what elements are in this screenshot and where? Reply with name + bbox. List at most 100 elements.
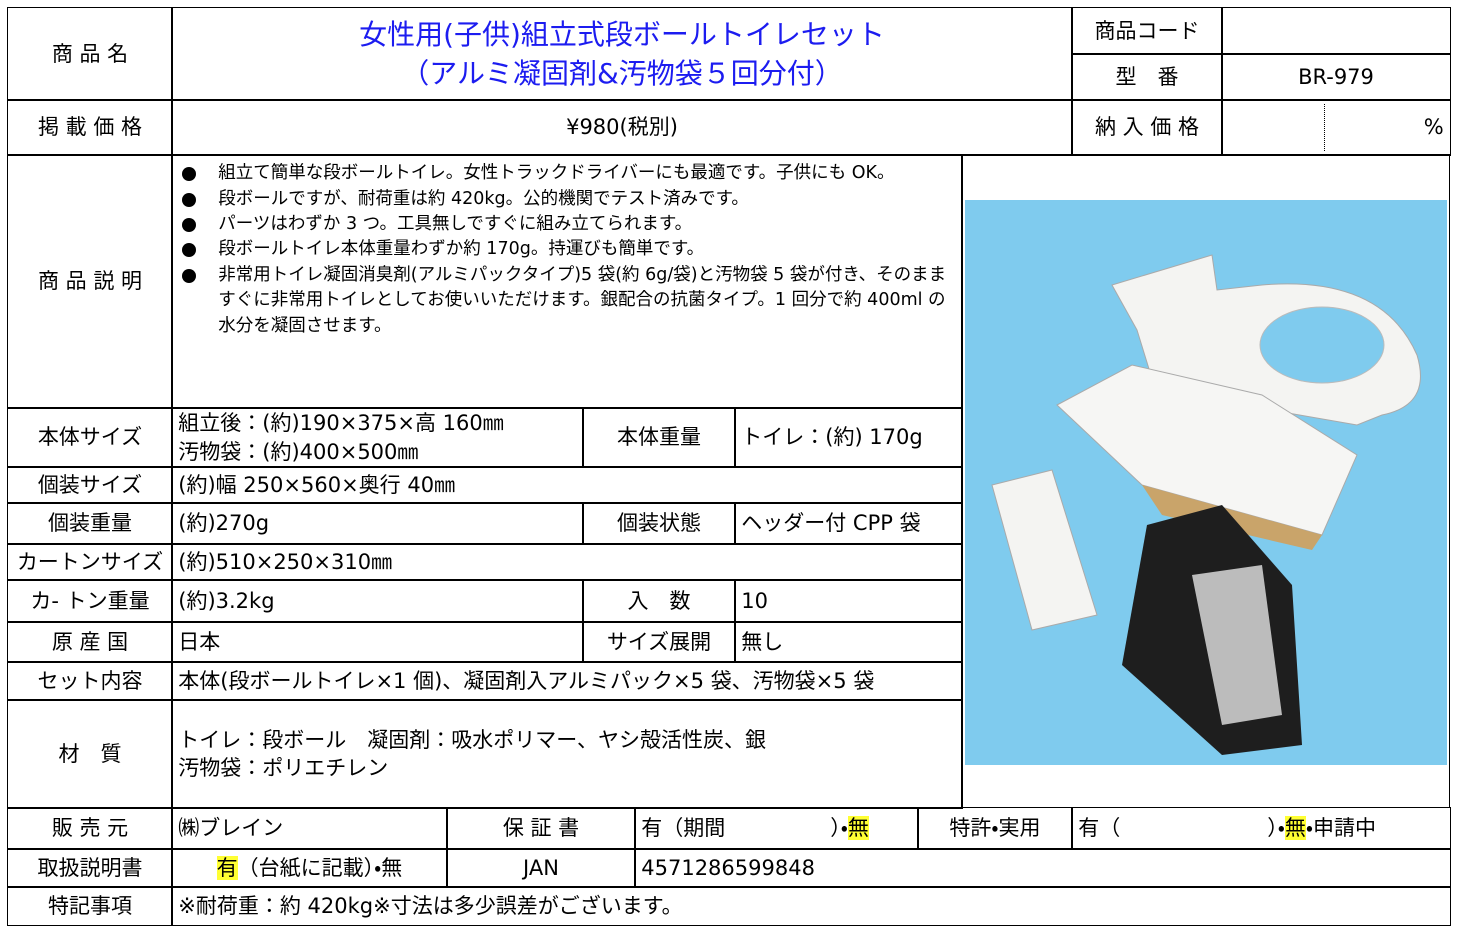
- bullet-row: 段ボールですが、耐荷重は約 420kg。公的機関でテスト済みです。: [180, 187, 749, 212]
- manual: 有（台紙に記載）・無: [171, 848, 448, 888]
- line: ¥980(税別): [566, 113, 678, 141]
- line: カ- トン重量: [30, 587, 149, 615]
- line: 無し: [741, 628, 783, 656]
- text: ・申請中: [1305, 816, 1377, 841]
- line: 特記事項: [48, 892, 132, 920]
- bullet: [182, 218, 197, 232]
- line: 掲 載 価 格: [38, 113, 142, 141]
- text: 型 番: [1115, 64, 1179, 89]
- text: 材 質: [58, 741, 122, 766]
- text: (約)510×250×310㎜: [178, 549, 393, 574]
- material-label: 材 質: [7, 699, 173, 809]
- seller: ㈱ブレイン: [171, 807, 448, 850]
- text: 汚物袋：(約)400×500㎜: [178, 439, 419, 464]
- line: 有（期間 ）・無: [641, 814, 869, 842]
- line: BR-979: [1298, 63, 1374, 91]
- dotted-divider: [1324, 104, 1326, 151]
- text: ヘッダー付 CPP 袋: [741, 511, 921, 536]
- text: 特許・実用: [949, 816, 1041, 841]
- text: 4571286599848: [641, 855, 815, 880]
- text: ¥980(税別): [566, 115, 678, 140]
- text: カートンサイズ: [16, 549, 164, 574]
- text: （アルミ凝固剤&汚物袋５回分付）: [401, 57, 843, 90]
- origin-label: 原 産 国: [7, 621, 173, 663]
- line: 4571286599848: [641, 854, 815, 882]
- line: 本体サイズ: [38, 423, 142, 451]
- line: 本体重量: [617, 423, 701, 451]
- jan: 4571286599848: [634, 848, 1451, 888]
- line: 有（ ）・無・申請中: [1078, 814, 1376, 842]
- line: 販 売 元: [52, 814, 128, 842]
- text: トイレ：(約) 170g: [741, 425, 923, 450]
- delivery-value: %: [1221, 99, 1451, 156]
- line: 型 番: [1116, 63, 1179, 91]
- highlight: 無: [847, 816, 869, 841]
- delivery-label: 納 入 価 格: [1071, 99, 1223, 156]
- text: トイレ：段ボール 凝固剤：吸水ポリマー、ヤシ殻活性炭、銀: [178, 727, 767, 752]
- product-name: 女性用(子供)組立式段ボールトイレセット （アルミ凝固剤&汚物袋５回分付）: [171, 7, 1073, 101]
- line: ※耐荷重：約 420kg※寸法は多少誤差がございます。: [178, 892, 682, 920]
- contents-label: セット内容: [7, 661, 173, 701]
- line: 商 品 説 明: [38, 267, 142, 295]
- package-weight: (約)270g: [171, 502, 584, 545]
- text: 有（期間 ）・: [641, 816, 848, 841]
- description-label: 商 品 説 明: [7, 154, 173, 409]
- text: 原 産 国: [51, 629, 129, 654]
- line: 女性用(子供)組立式段ボールトイレセット: [359, 15, 885, 54]
- bullet-row: パーツはわずか 3 つ。工具無しですぐに組み立てられます。: [180, 212, 692, 237]
- origin: 日本: [171, 621, 584, 663]
- text: 本体(段ボールトイレ×1 個)、凝固剤入アルミパック×5 袋、汚物袋×5 袋: [178, 668, 875, 693]
- text: 取扱説明書: [37, 855, 143, 880]
- bullet-row: 段ボールトイレ本体重量わずか約 170g。持運びも簡単です。: [180, 237, 704, 262]
- text: 日本: [178, 629, 221, 654]
- patent-label: 特許・実用: [917, 807, 1073, 850]
- text: 個装サイズ: [37, 472, 143, 497]
- text: (約)3.2kg: [178, 588, 275, 613]
- text: JAN: [523, 855, 559, 880]
- bullet: [182, 268, 197, 283]
- line: 個装サイズ: [38, 471, 142, 499]
- text: 商品コード: [1094, 18, 1200, 43]
- text: (約)幅 250×560×奥行 40㎜: [178, 472, 456, 497]
- line: (約)3.2kg: [178, 587, 274, 615]
- line: 材 質: [59, 740, 122, 768]
- seller-label: 販 売 元: [7, 807, 173, 850]
- text: パーツはわずか 3 つ。工具無しですぐに組み立てられます。: [218, 214, 693, 234]
- text: 販 売 元: [51, 816, 129, 841]
- package-state: ヘッダー付 CPP 袋: [734, 502, 963, 545]
- package-size: (約)幅 250×560×奥行 40㎜: [171, 466, 963, 504]
- warranty: 有（期間 ）・無: [634, 807, 919, 850]
- bullet: [182, 167, 197, 182]
- text: 段ボールトイレ本体重量わずか約 170g。持運びも簡単です。: [218, 239, 705, 260]
- highlight: 有: [216, 855, 238, 880]
- text: 10: [741, 588, 768, 613]
- text: 非常用トイレ凝固消臭剤(アルミパックタイプ)5 袋(約 6g/袋)と汚物袋 5 …: [218, 264, 947, 336]
- quantity-label: 入 数: [582, 579, 736, 623]
- text: カ- トン重量: [30, 588, 150, 613]
- line: 特許・実用: [949, 814, 1040, 842]
- line: サイズ展開: [607, 628, 711, 656]
- text: 無し: [741, 629, 784, 654]
- code-label: 商品コード: [1071, 7, 1223, 55]
- line: （アルミ凝固剤&汚物袋５回分付）: [401, 54, 843, 93]
- text: 商 品 名: [51, 41, 129, 66]
- bullet-row: 非常用トイレ凝固消臭剤(アルミパックタイプ)5 袋(約 6g/袋)と汚物袋 5 …: [180, 263, 958, 339]
- sizes-label: サイズ展開: [582, 621, 736, 663]
- price-label: 掲 載 価 格: [7, 99, 173, 156]
- text: 特記事項: [48, 893, 132, 918]
- text: 有（ ）・: [1078, 816, 1285, 841]
- line: 本体(段ボールトイレ×1 個)、凝固剤入アルミパック×5 袋、汚物袋×5 袋: [178, 667, 874, 695]
- bullet: [182, 243, 197, 258]
- bullet-row: 組立て簡単な段ボールトイレ。女性トラックドライバーにも最適です。子供にも OK。: [180, 161, 894, 186]
- aluminum-packs: [1192, 565, 1283, 726]
- body-size-label: 本体サイズ: [7, 407, 173, 468]
- text: ※耐荷重：約 420kg※寸法は多少誤差がございます。: [178, 893, 683, 918]
- text: ㈱ブレイン: [178, 816, 284, 841]
- line: JAN: [523, 854, 559, 882]
- carton-size: (約)510×250×310㎜: [171, 543, 963, 581]
- body-weight-label: 本体重量: [582, 407, 736, 468]
- warranty-label: 保 証 書: [446, 807, 636, 850]
- line: 汚物袋：(約)400×500㎜: [178, 438, 418, 466]
- line: 10: [741, 587, 768, 615]
